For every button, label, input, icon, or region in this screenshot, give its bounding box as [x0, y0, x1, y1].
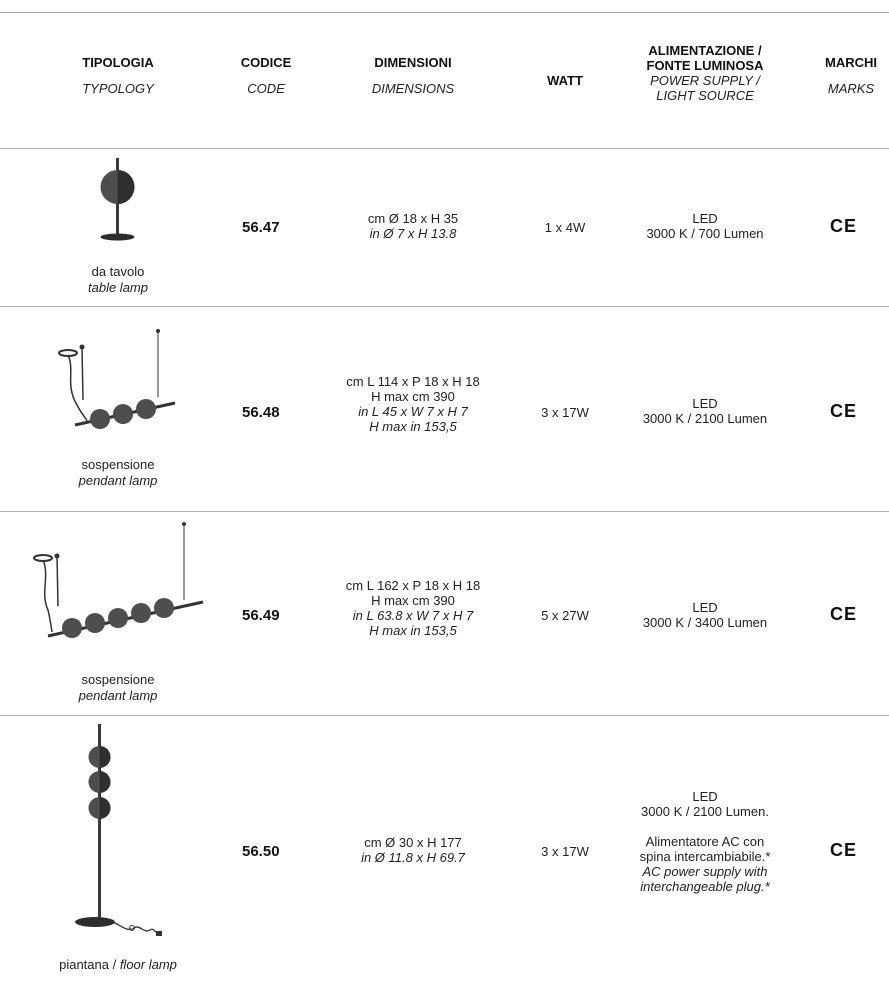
header-typology-en: TYPOLOGY: [82, 81, 154, 96]
row-dimension-line: cm Ø 30 x H 177: [364, 835, 462, 850]
row-typology-it: da tavolo: [91, 264, 145, 279]
row-typology-en: table lamp: [88, 280, 148, 295]
header-code: CODICE CODE: [222, 55, 310, 96]
row-typology-en: pendant lamp: [78, 473, 158, 488]
row-dimension-line: cm L 162 x P 18 x H 18: [345, 578, 481, 593]
spacer: [615, 819, 795, 834]
pendant-lamp-3-icon: [58, 329, 176, 429]
ce-mark: CE: [830, 840, 858, 860]
row-watt: 5 x 27W: [541, 608, 589, 623]
header-code-en: CODE: [247, 81, 285, 96]
row-typology-en: floor lamp: [119, 957, 177, 972]
row-power: LED 3000 K / 2100 Lumen: [615, 396, 795, 426]
ce-mark: CE: [830, 401, 858, 421]
row-power-line: 3000 K / 700 Lumen: [646, 226, 764, 241]
row-power-line: 3000 K / 2100 Lumen.: [641, 804, 769, 819]
header-power-en1: POWER SUPPLY /: [650, 73, 760, 88]
row-dimension-line: cm Ø 18 x H 35: [367, 211, 459, 226]
row-typology-caption: sospensione pendant lamp: [58, 457, 178, 489]
header-watt: WATT: [520, 73, 610, 88]
row-power: LED 3000 K / 3400 Lumen: [615, 600, 795, 630]
row-dimensions: cm Ø 30 x H 177 in Ø 11.8 x H 69.7: [333, 835, 493, 865]
ce-mark: CE: [830, 604, 858, 624]
row-watt: 3 x 17W: [541, 405, 589, 420]
row-dimension-en-line: in L 45 x W 7 x H 7: [358, 404, 468, 419]
row-power-en-line: AC power supply with: [642, 864, 768, 879]
row-code: 56.47: [242, 219, 280, 236]
row-power-line: spina intercambiabile.*: [639, 849, 771, 864]
header-typology-it: TIPOLOGIA: [82, 55, 154, 70]
floor-lamp-icon: [75, 724, 162, 936]
header-marks: MARCHI MARKS: [813, 55, 889, 96]
header-dimensions-it: DIMENSIONI: [374, 55, 452, 70]
row-power-line: LED: [692, 600, 718, 615]
row-dimension-en-line: H max in 153,5: [369, 623, 457, 638]
row-power: LED 3000 K / 2100 Lumen. Alimentatore AC…: [615, 789, 795, 894]
row-power-line: LED: [692, 211, 718, 226]
row-typology-caption: piantana / floor lamp: [38, 957, 198, 973]
row-watt: 1 x 4W: [544, 220, 586, 235]
header-power: ALIMENTAZIONE / FONTE LUMINOSA POWER SUP…: [615, 43, 795, 103]
row-divider: [0, 306, 889, 307]
top-rule: [0, 12, 889, 13]
row-divider: [0, 715, 889, 716]
row-power-en-line: interchangeable plug.*: [640, 879, 770, 894]
row-typology-it: sospensione: [81, 457, 155, 472]
header-power-it2: FONTE LUMINOSA: [646, 58, 764, 73]
row-divider: [0, 148, 889, 149]
row-dimensions: cm L 114 x P 18 x H 18 H max cm 390 in L…: [325, 374, 501, 434]
header-power-it1: ALIMENTAZIONE /: [648, 43, 762, 58]
header-dimensions: DIMENSIONI DIMENSIONS: [333, 55, 493, 96]
header-typology: TIPOLOGIA TYPOLOGY: [58, 55, 178, 96]
pendant-lamp-5-icon: [33, 522, 204, 638]
row-dimensions: cm Ø 18 x H 35 in Ø 7 x H 13.8: [333, 211, 493, 241]
row-code: 56.48: [242, 404, 280, 421]
row-power-line: LED: [692, 396, 718, 411]
row-power-line: 3000 K / 3400 Lumen: [642, 615, 768, 630]
ce-mark: CE: [830, 216, 858, 236]
row-power-line: 3000 K / 2100 Lumen: [642, 411, 768, 426]
header-marks-it: MARCHI: [825, 55, 877, 70]
row-code: 56.50: [242, 843, 280, 860]
header-power-en2: LIGHT SOURCE: [656, 88, 754, 103]
header-marks-en: MARKS: [827, 81, 875, 96]
row-power-line: LED: [692, 789, 718, 804]
header-watt-label: WATT: [547, 73, 583, 88]
row-power: LED 3000 K / 700 Lumen: [615, 211, 795, 241]
row-dimension-line: cm L 114 x P 18 x H 18: [346, 374, 480, 389]
row-typology-en: pendant lamp: [78, 688, 158, 703]
row-watt: 3 x 17W: [541, 844, 589, 859]
row-power-line: Alimentatore AC con: [645, 834, 765, 849]
row-dimensions: cm L 162 x P 18 x H 18 H max cm 390 in L…: [325, 578, 501, 638]
row-typology-caption: sospensione pendant lamp: [58, 672, 178, 704]
row-dimension-line: H max cm 390: [371, 593, 455, 608]
header-dimensions-en: DIMENSIONS: [371, 81, 455, 96]
row-dimension-line: H max cm 390: [371, 389, 455, 404]
row-code: 56.49: [242, 607, 280, 624]
row-typology-it: piantana /: [59, 957, 120, 972]
row-typology-caption: da tavolo table lamp: [58, 264, 178, 296]
row-dimension-en-line: in Ø 7 x H 13.8: [369, 226, 457, 241]
row-dimension-en-line: H max in 153,5: [369, 419, 457, 434]
row-typology-it: sospensione: [81, 672, 155, 687]
row-dimension-en-line: in Ø 11.8 x H 69.7: [361, 850, 465, 865]
header-code-it: CODICE: [240, 55, 292, 70]
table-lamp-icon: [100, 158, 135, 241]
row-divider: [0, 511, 889, 512]
row-dimension-en-line: in L 63.8 x W 7 x H 7: [352, 608, 474, 623]
